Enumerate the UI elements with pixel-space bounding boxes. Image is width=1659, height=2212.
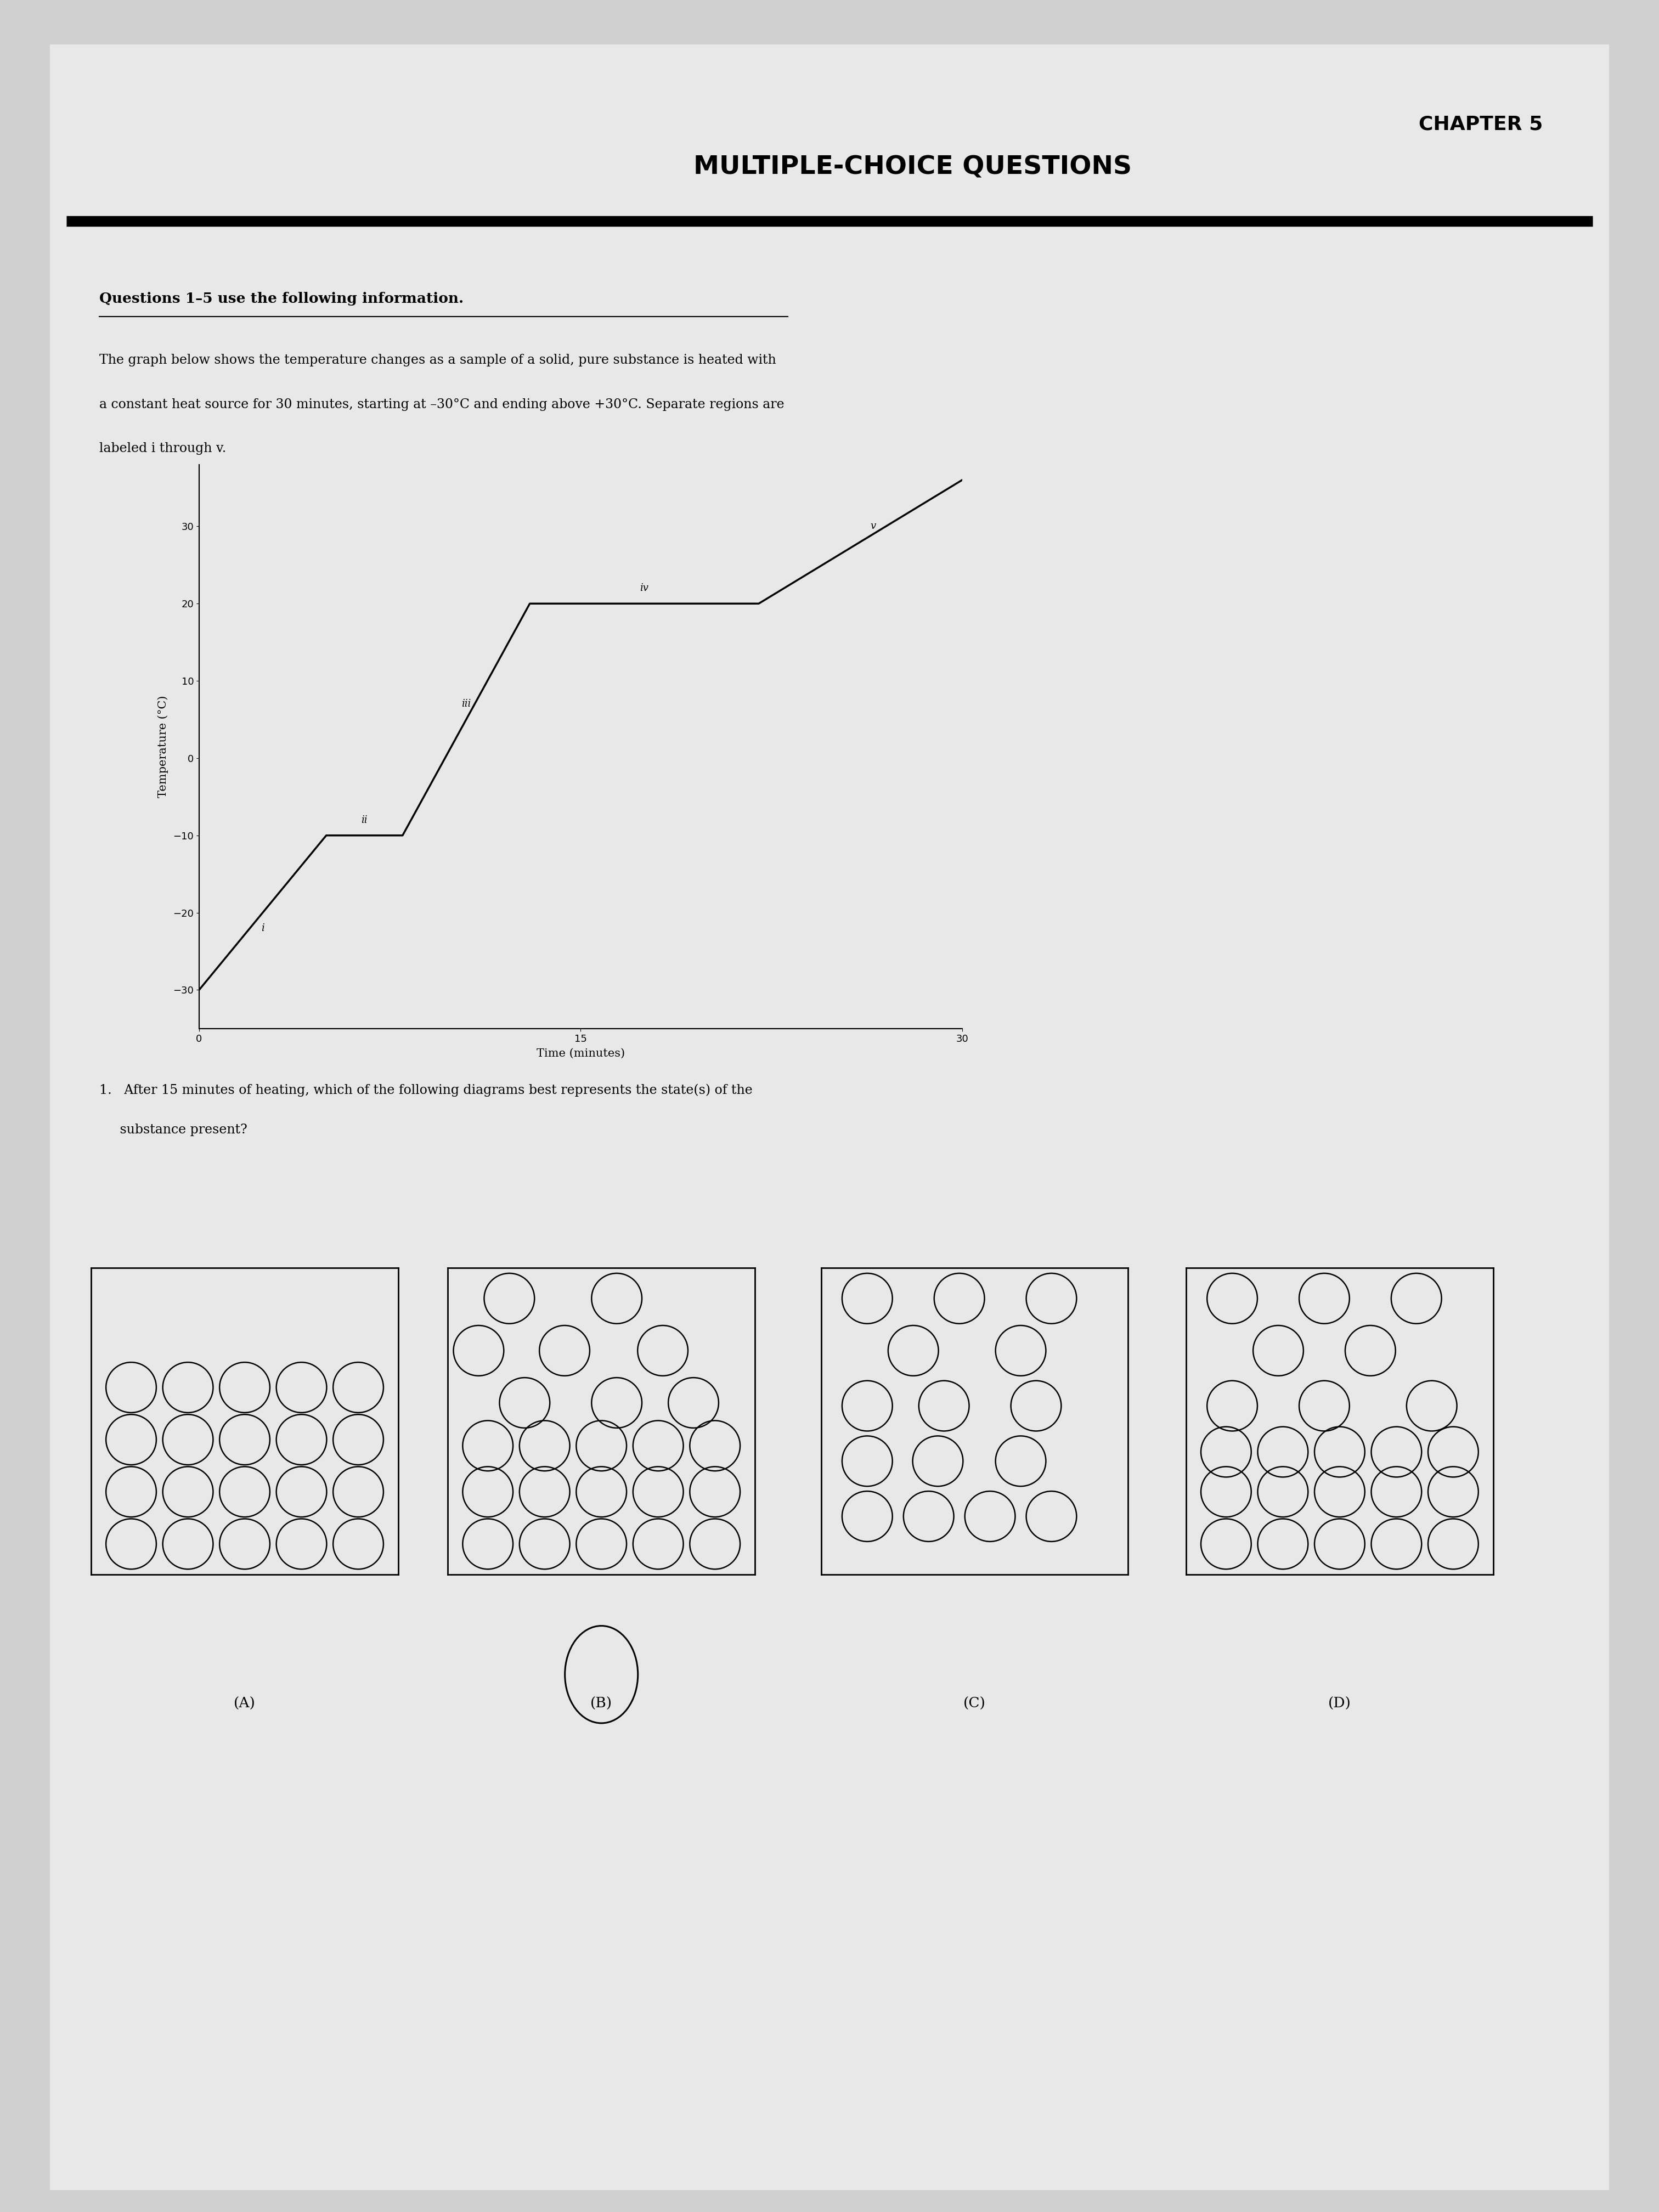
Text: (D): (D) — [1329, 1697, 1350, 1710]
Text: MULTIPLE-CHOICE QUESTIONS: MULTIPLE-CHOICE QUESTIONS — [693, 155, 1131, 179]
Text: (C): (C) — [964, 1697, 985, 1710]
Text: 1.   After 15 minutes of heating, which of the following diagrams best represent: 1. After 15 minutes of heating, which of… — [100, 1084, 753, 1097]
Text: iv: iv — [640, 584, 649, 593]
FancyBboxPatch shape — [50, 44, 1609, 2190]
Text: i: i — [260, 922, 264, 933]
Text: ii: ii — [362, 814, 368, 825]
Text: v: v — [871, 522, 876, 531]
Text: The graph below shows the temperature changes as a sample of a solid, pure subst: The graph below shows the temperature ch… — [100, 354, 776, 367]
Text: (A): (A) — [234, 1697, 255, 1710]
Text: iii: iii — [461, 699, 471, 710]
Text: substance present?: substance present? — [100, 1124, 247, 1137]
Y-axis label: Temperature (°C): Temperature (°C) — [158, 695, 169, 799]
Text: labeled i through v.: labeled i through v. — [100, 442, 227, 456]
Text: Questions 1–5 use the following information.: Questions 1–5 use the following informat… — [100, 292, 465, 305]
X-axis label: Time (minutes): Time (minutes) — [536, 1048, 625, 1060]
Text: CHAPTER 5: CHAPTER 5 — [1418, 115, 1543, 133]
Text: (B): (B) — [591, 1697, 612, 1710]
Text: a constant heat source for 30 minutes, starting at –30°C and ending above +30°C.: a constant heat source for 30 minutes, s… — [100, 398, 785, 411]
